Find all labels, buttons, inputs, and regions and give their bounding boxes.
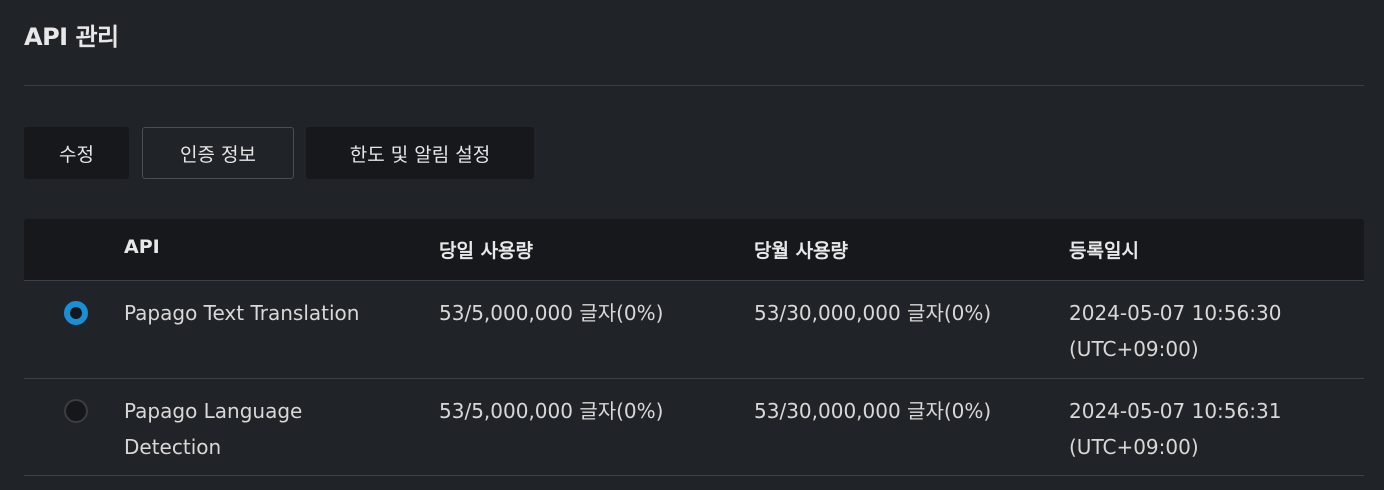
page-title: API 관리 (24, 23, 119, 51)
api-name: Papago Language Detection (124, 399, 303, 459)
registered-at: 2024-05-07 10:56:31 (UTC+09:00) (1069, 399, 1282, 459)
title-divider (24, 85, 1364, 86)
table-header: API 당일 사용량 당월 사용량 등록일시 (24, 219, 1364, 281)
auth-info-button[interactable]: 인증 정보 (142, 127, 294, 179)
header-daily-usage: 당일 사용량 (439, 240, 534, 262)
header-api: API (124, 236, 160, 258)
header-monthly-usage: 당월 사용량 (754, 240, 849, 262)
api-table: API 당일 사용량 당월 사용량 등록일시 Papago Text Trans… (24, 219, 1364, 476)
daily-usage: 53/5,000,000 글자(0%) (439, 399, 664, 423)
edit-button[interactable]: 수정 (24, 127, 129, 179)
row-radio[interactable] (64, 399, 88, 423)
table-row[interactable]: Papago Text Translation 53/5,000,000 글자(… (24, 281, 1364, 379)
toolbar: 수정 인증 정보 한도 및 알림 설정 (24, 127, 534, 179)
limit-alert-settings-button[interactable]: 한도 및 알림 설정 (306, 127, 534, 179)
registered-at: 2024-05-07 10:56:30 (UTC+09:00) (1069, 301, 1282, 361)
row-radio-selected[interactable] (64, 301, 88, 325)
monthly-usage: 53/30,000,000 글자(0%) (754, 301, 992, 325)
daily-usage: 53/5,000,000 글자(0%) (439, 301, 664, 325)
monthly-usage: 53/30,000,000 글자(0%) (754, 399, 992, 423)
header-registered-at: 등록일시 (1069, 240, 1139, 262)
api-name: Papago Text Translation (124, 301, 360, 325)
table-row[interactable]: Papago Language Detection 53/5,000,000 글… (24, 379, 1364, 476)
